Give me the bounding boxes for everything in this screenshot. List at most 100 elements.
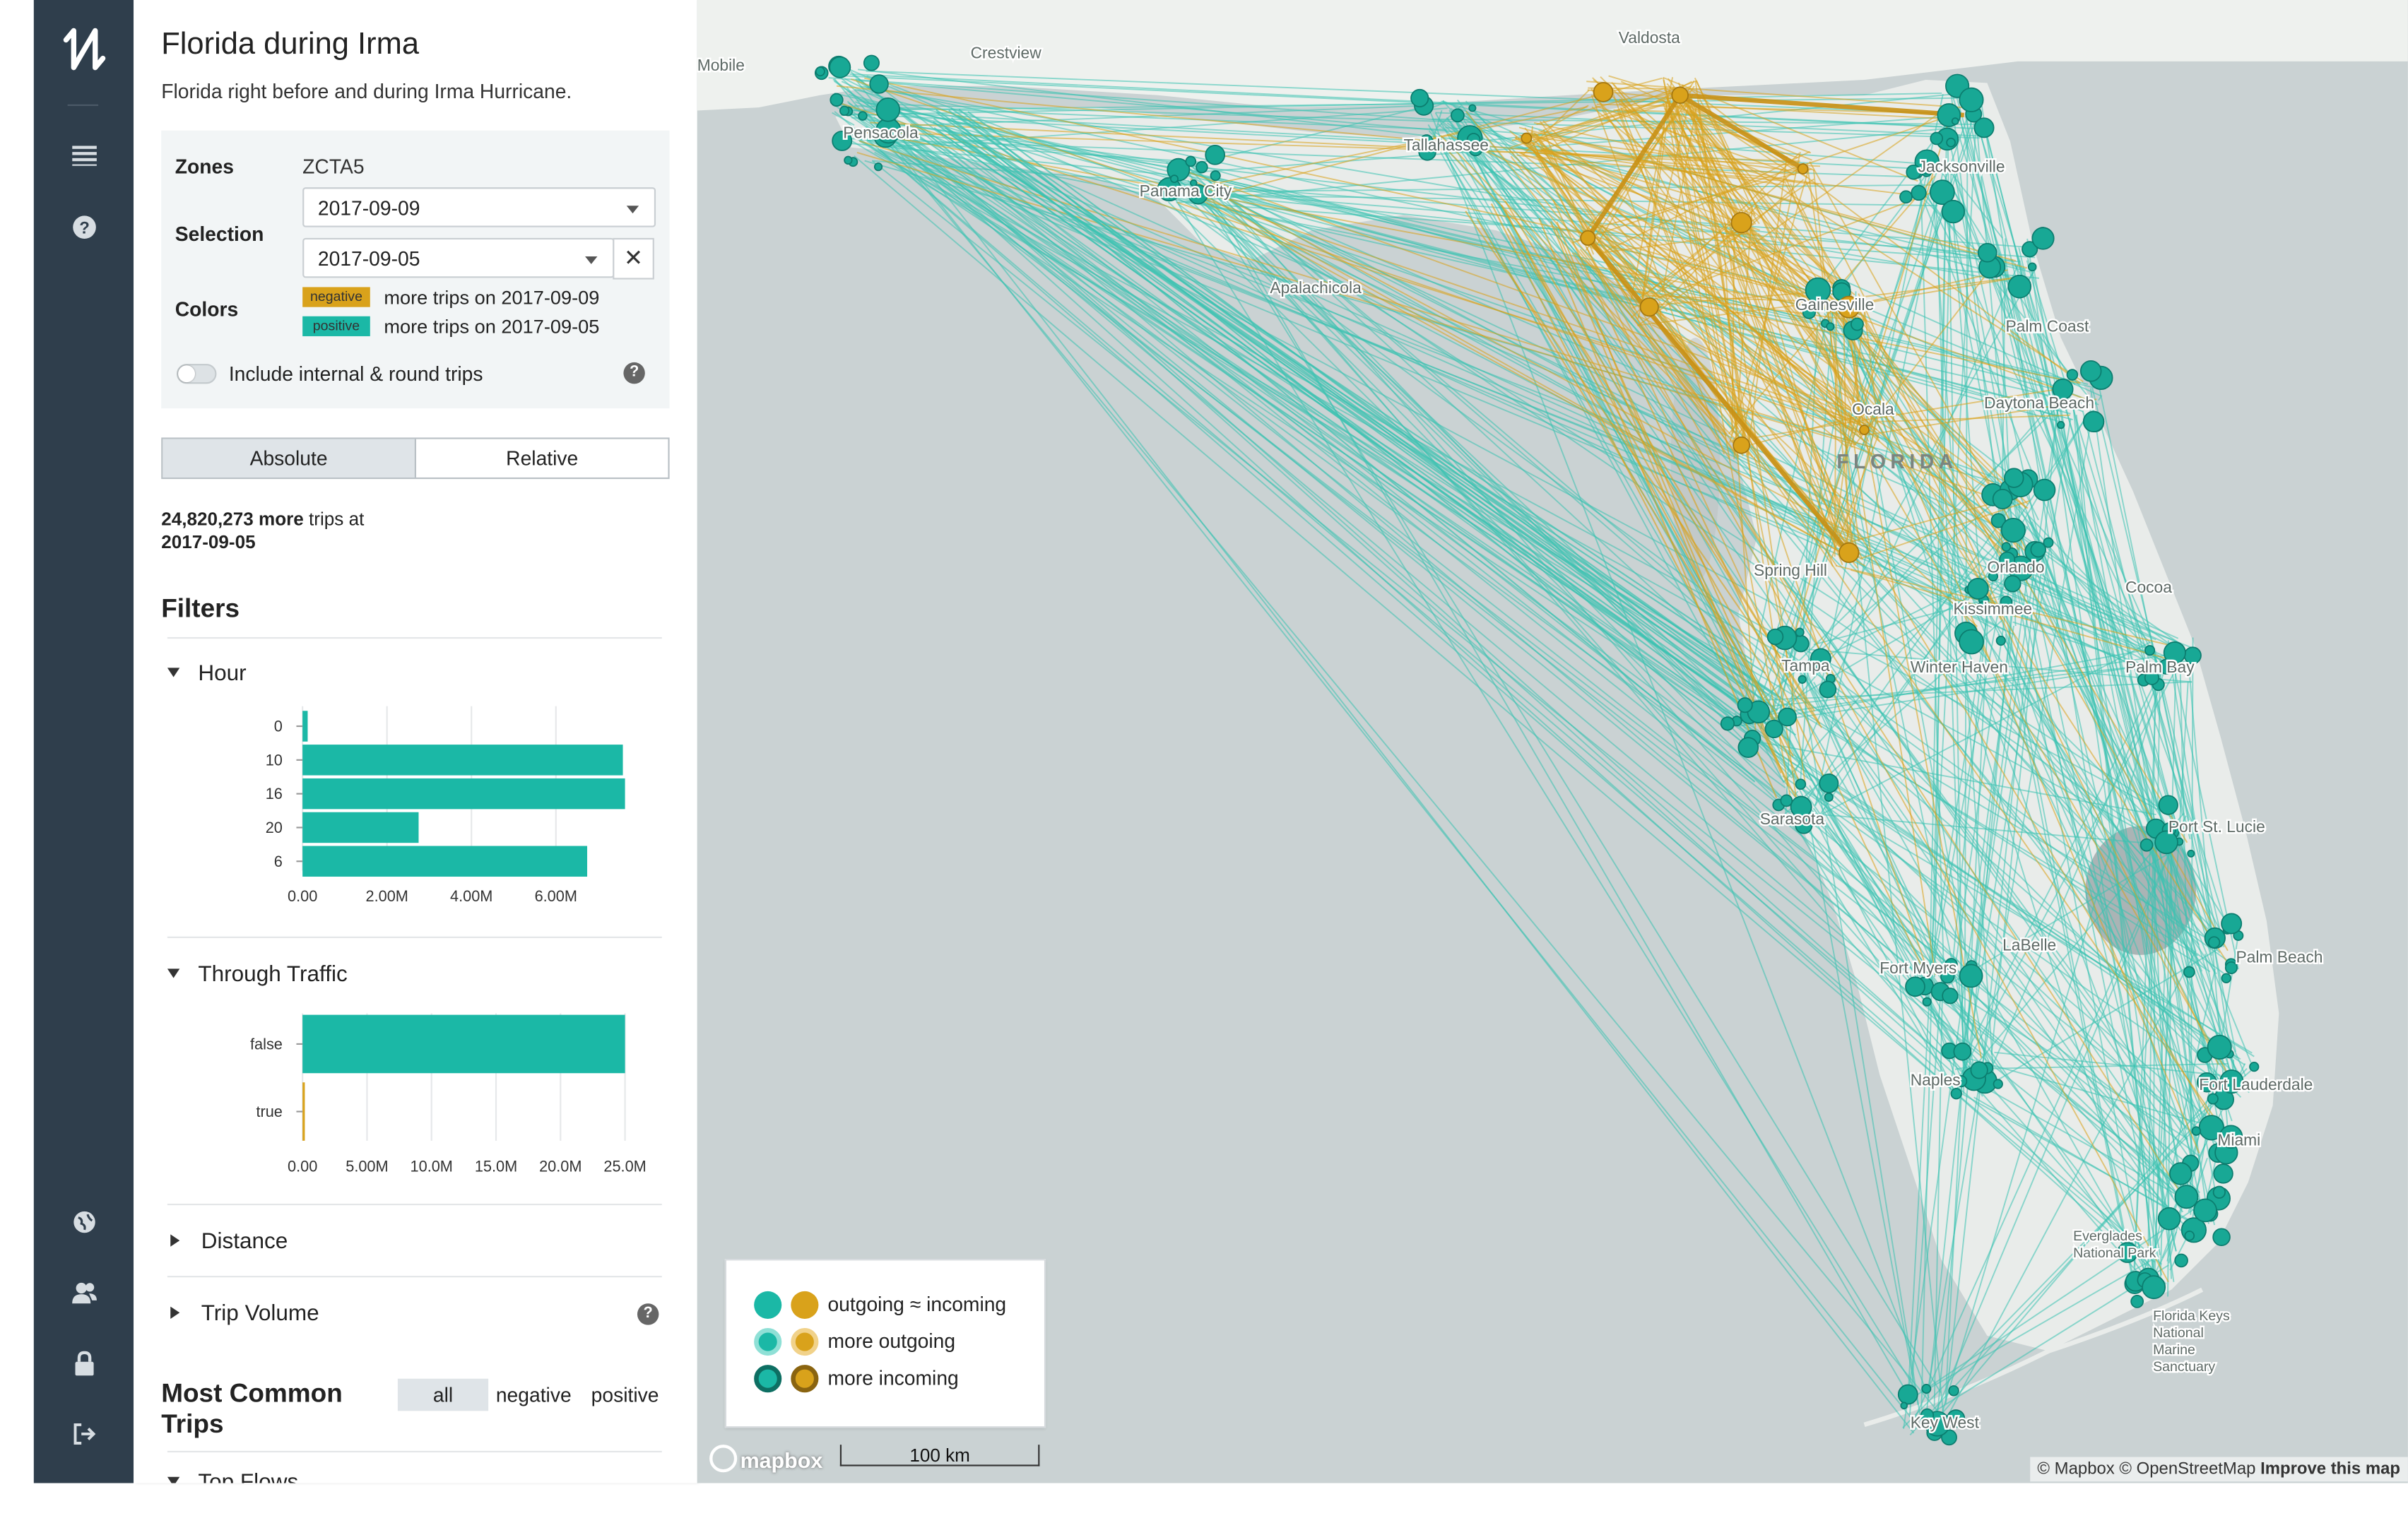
through-traffic-section-toggle[interactable]: Through Traffic (167, 963, 348, 987)
zone-node[interactable] (2052, 378, 2074, 400)
zone-node[interactable] (2207, 1093, 2219, 1105)
zone-node[interactable] (1190, 179, 1198, 187)
zone-node[interactable] (1593, 82, 1614, 102)
top-flows-section-toggle[interactable]: Top Flows (167, 1471, 298, 1483)
zone-node[interactable] (1737, 697, 1753, 713)
zone-node[interactable] (2130, 1295, 2144, 1308)
zone-node[interactable] (2033, 478, 2056, 502)
mapbox-logo[interactable]: mapbox (709, 1445, 822, 1473)
bar[interactable] (302, 846, 588, 877)
zone-node[interactable] (1951, 117, 1959, 125)
zone-node[interactable] (830, 93, 844, 107)
zone-node[interactable] (1906, 164, 1922, 180)
zone-node[interactable] (1737, 737, 1759, 758)
zone-node[interactable] (1795, 627, 1805, 637)
zone-node[interactable] (2027, 262, 2037, 272)
zone-node[interactable] (1959, 964, 1983, 988)
zone-node[interactable] (1976, 601, 1990, 615)
zone-node[interactable] (1899, 190, 1913, 204)
selection-primary-select[interactable]: 2017-09-09 (302, 187, 656, 227)
zone-node[interactable] (1639, 297, 1659, 317)
zone-node[interactable] (869, 74, 889, 94)
zone-node[interactable] (2221, 913, 2243, 935)
zone-node[interactable] (1992, 488, 2013, 509)
zone-node[interactable] (815, 66, 825, 77)
zone-node[interactable] (2030, 541, 2046, 558)
zone-node[interactable] (2082, 410, 2105, 433)
zone-node[interactable] (1802, 305, 1817, 319)
zone-node[interactable] (1944, 958, 1958, 971)
zone-node[interactable] (1837, 295, 1860, 319)
zone-node[interactable] (1196, 160, 1208, 174)
zone-node[interactable] (2174, 1185, 2199, 1209)
zone-node[interactable] (1778, 707, 1797, 727)
bar[interactable] (302, 711, 308, 742)
zone-node[interactable] (1468, 104, 1477, 112)
help-icon[interactable]: ? (34, 215, 134, 247)
zone-node[interactable] (2000, 595, 2013, 608)
zone-node[interactable] (1418, 143, 1436, 161)
zone-node[interactable] (2004, 575, 2022, 593)
zone-node[interactable] (1942, 988, 1959, 1005)
zone-node[interactable] (1922, 997, 1932, 1007)
zone-node[interactable] (1941, 199, 1966, 224)
zone-node[interactable] (1900, 1401, 1908, 1410)
zone-node[interactable] (858, 111, 868, 121)
zone-node[interactable] (1795, 778, 1807, 790)
zone-node[interactable] (1953, 1042, 1972, 1061)
zone-node[interactable] (1790, 795, 1812, 818)
zone-node[interactable] (2219, 1069, 2244, 1094)
zone-node[interactable] (2207, 936, 2221, 949)
flow-map[interactable]: Mobile Crestview Valdosta Pensacola Tallahas… (697, 0, 2408, 1483)
zone-node[interactable] (1911, 184, 1927, 201)
zone-node[interactable] (2079, 360, 2102, 382)
selection-compare-select[interactable]: 2017-09-05 (302, 237, 615, 278)
zone-node[interactable] (1990, 513, 2006, 528)
flow-nodes[interactable] (814, 54, 2260, 1446)
zone-node[interactable] (1188, 184, 1208, 205)
zone-node[interactable] (1966, 577, 1989, 600)
zone-node[interactable] (2193, 1198, 2217, 1223)
zone-node[interactable] (2219, 1125, 2243, 1149)
zone-node[interactable] (1810, 648, 1831, 670)
zone-node[interactable] (2212, 1228, 2231, 1247)
zone-node[interactable] (1930, 131, 1944, 146)
zone-node[interactable] (844, 155, 853, 165)
zone-node[interactable] (1671, 86, 1689, 105)
zone-node[interactable] (1780, 794, 1793, 807)
zone-node[interactable] (2144, 645, 2156, 656)
zone-node[interactable] (2212, 1185, 2226, 1199)
zone-node[interactable] (1826, 322, 1835, 331)
trip-volume-section-toggle[interactable]: Trip Volume (167, 1302, 319, 1327)
zone-node[interactable] (1929, 179, 1955, 206)
help-icon[interactable]: ? (637, 1303, 659, 1325)
zone-node[interactable] (1977, 242, 1997, 263)
zone-node[interactable] (2031, 227, 2055, 250)
zone-node[interactable] (1897, 1384, 1918, 1405)
zone-node[interactable] (2158, 795, 2178, 815)
globe-icon[interactable] (34, 1210, 134, 1243)
improve-map-link[interactable]: Improve this map (2260, 1459, 2401, 1478)
zone-node[interactable] (1959, 629, 1984, 655)
zone-node[interactable] (2057, 420, 2065, 429)
zone-node[interactable] (1946, 137, 1956, 148)
zone-node[interactable] (2197, 1072, 2217, 1093)
zone-node[interactable] (1798, 675, 1807, 684)
attribution-text[interactable]: © Mapbox © OpenStreetMap (2037, 1459, 2256, 1478)
bar[interactable] (302, 812, 419, 843)
zone-node[interactable] (2066, 369, 2079, 381)
zone-node[interactable] (2187, 849, 2195, 858)
distance-section-toggle[interactable]: Distance (167, 1230, 288, 1255)
zone-node[interactable] (2184, 1231, 2195, 1241)
zone-node[interactable] (2213, 1163, 2233, 1184)
clear-selection-button[interactable]: ✕ (613, 237, 654, 280)
zone-node[interactable] (1839, 542, 1860, 564)
zone-node[interactable] (1205, 145, 1225, 165)
zone-node[interactable] (2144, 670, 2160, 685)
segment-negative[interactable]: negative (495, 1383, 572, 1406)
zone-node[interactable] (873, 162, 883, 172)
tab-absolute[interactable]: Absolute (163, 439, 416, 478)
zone-node[interactable] (1824, 792, 1834, 802)
zone-node[interactable] (832, 130, 853, 151)
zone-node[interactable] (2157, 1207, 2181, 1231)
